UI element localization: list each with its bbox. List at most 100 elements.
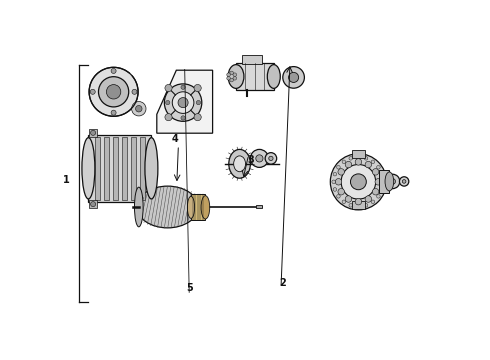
Ellipse shape	[145, 138, 158, 199]
Bar	[131, 137, 136, 200]
Circle shape	[283, 67, 304, 88]
Circle shape	[333, 188, 337, 191]
Circle shape	[375, 179, 382, 185]
Bar	[242, 55, 263, 64]
Circle shape	[402, 180, 406, 183]
Circle shape	[230, 78, 233, 82]
Ellipse shape	[201, 196, 210, 219]
Circle shape	[106, 85, 121, 99]
Ellipse shape	[134, 187, 143, 227]
Circle shape	[355, 159, 362, 165]
Bar	[95, 137, 99, 200]
Circle shape	[233, 73, 237, 77]
Circle shape	[337, 166, 340, 169]
Polygon shape	[157, 70, 213, 133]
Circle shape	[196, 100, 200, 105]
Circle shape	[349, 203, 353, 207]
Circle shape	[91, 130, 96, 135]
Circle shape	[357, 155, 360, 159]
Circle shape	[355, 198, 362, 205]
Circle shape	[335, 179, 342, 185]
Circle shape	[338, 168, 344, 175]
Circle shape	[365, 161, 371, 168]
Bar	[191, 194, 205, 220]
Circle shape	[371, 200, 375, 204]
Circle shape	[269, 156, 273, 161]
Ellipse shape	[187, 196, 195, 219]
Circle shape	[132, 89, 137, 94]
Circle shape	[98, 77, 129, 107]
Circle shape	[227, 77, 230, 80]
Ellipse shape	[268, 65, 280, 89]
Circle shape	[337, 194, 340, 198]
Circle shape	[350, 174, 367, 190]
Circle shape	[342, 200, 345, 204]
Text: 1: 1	[63, 175, 70, 185]
Circle shape	[380, 172, 384, 176]
Circle shape	[181, 85, 185, 89]
Circle shape	[349, 157, 353, 160]
Circle shape	[377, 166, 380, 169]
Circle shape	[233, 77, 237, 80]
Circle shape	[194, 85, 201, 92]
Circle shape	[371, 160, 375, 163]
Circle shape	[332, 180, 336, 184]
Ellipse shape	[385, 172, 393, 191]
Bar	[104, 137, 109, 200]
Circle shape	[390, 179, 395, 184]
Circle shape	[166, 100, 170, 105]
Circle shape	[136, 105, 142, 112]
Circle shape	[386, 174, 400, 189]
Ellipse shape	[234, 156, 245, 172]
Bar	[89, 129, 97, 137]
Circle shape	[289, 72, 298, 82]
Circle shape	[90, 89, 95, 94]
Circle shape	[330, 154, 387, 210]
Bar	[88, 135, 151, 202]
Circle shape	[265, 153, 277, 164]
Bar	[352, 150, 365, 158]
Circle shape	[341, 165, 376, 199]
Ellipse shape	[82, 138, 95, 199]
Circle shape	[111, 110, 116, 115]
Circle shape	[89, 67, 138, 116]
Circle shape	[256, 155, 263, 162]
Bar	[236, 63, 274, 90]
Bar	[113, 137, 118, 200]
Bar	[256, 205, 262, 208]
Circle shape	[372, 189, 379, 195]
Circle shape	[357, 205, 360, 208]
Circle shape	[132, 102, 146, 116]
Circle shape	[345, 196, 352, 202]
Circle shape	[342, 160, 345, 163]
Text: 5: 5	[186, 283, 193, 293]
Circle shape	[178, 98, 188, 108]
Circle shape	[377, 194, 380, 198]
Ellipse shape	[229, 149, 250, 178]
Text: 4: 4	[172, 134, 178, 144]
Circle shape	[372, 168, 379, 175]
Circle shape	[399, 177, 409, 186]
Circle shape	[380, 188, 384, 191]
Circle shape	[364, 203, 368, 207]
Circle shape	[91, 202, 96, 207]
Circle shape	[250, 149, 269, 167]
Circle shape	[364, 157, 368, 160]
Circle shape	[381, 180, 385, 184]
Circle shape	[227, 73, 230, 77]
Circle shape	[181, 116, 185, 120]
Ellipse shape	[228, 65, 244, 89]
Bar	[352, 201, 365, 209]
Circle shape	[165, 113, 172, 121]
Bar	[140, 137, 145, 200]
Ellipse shape	[137, 186, 198, 228]
Bar	[89, 200, 97, 208]
Circle shape	[338, 189, 344, 195]
Text: 3: 3	[247, 155, 254, 165]
Text: 2: 2	[279, 278, 286, 288]
Bar	[379, 170, 390, 193]
Circle shape	[164, 84, 202, 121]
Circle shape	[165, 85, 172, 92]
Circle shape	[333, 172, 337, 176]
Circle shape	[194, 113, 201, 121]
